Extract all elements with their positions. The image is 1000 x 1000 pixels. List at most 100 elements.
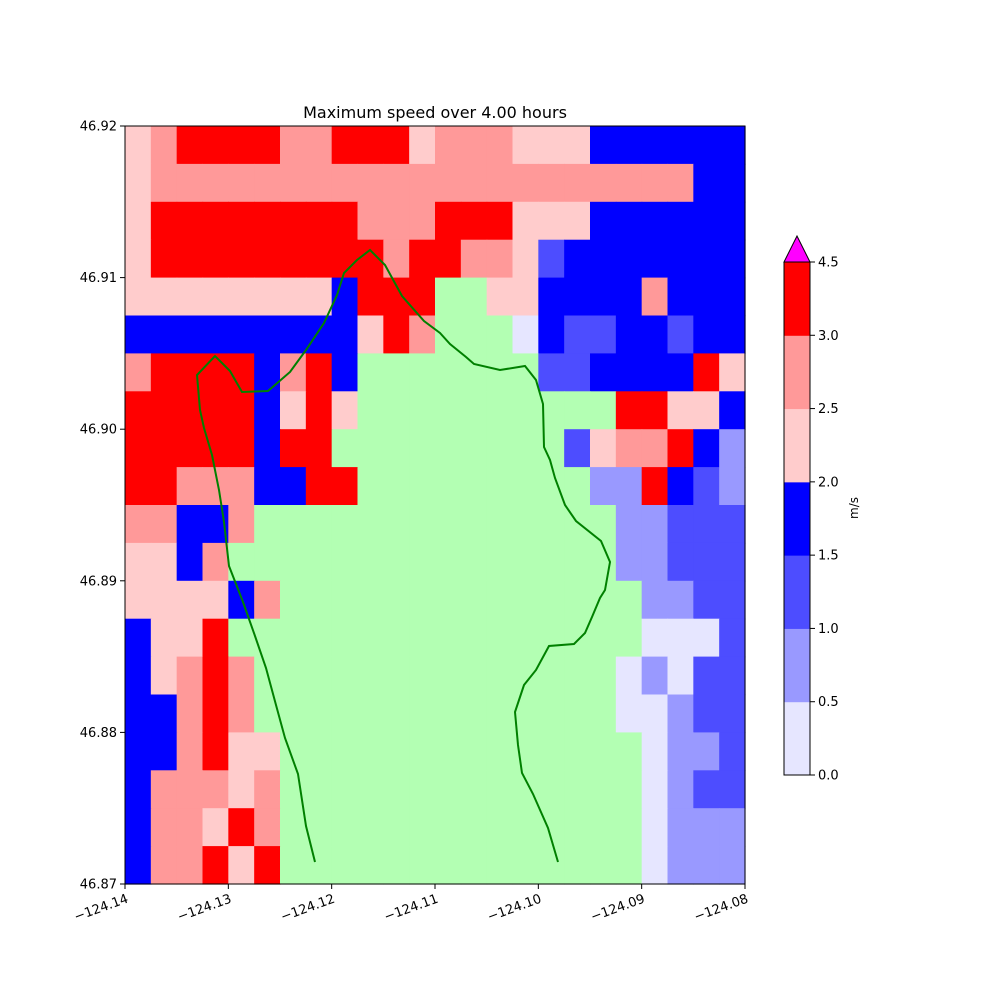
- heatmap-cell: [486, 201, 514, 241]
- heatmap-cell: [460, 656, 488, 696]
- heatmap-cell: [331, 201, 359, 241]
- heatmap-cell: [202, 580, 229, 620]
- heatmap-cell: [564, 277, 591, 317]
- heatmap-cell: [693, 315, 720, 354]
- colorbar-segment: [784, 335, 810, 410]
- heatmap-cell: [667, 505, 694, 544]
- heatmap-cell: [719, 391, 746, 430]
- heatmap-cell: [564, 467, 591, 506]
- heatmap-cell: [564, 353, 591, 392]
- heatmap-cell: [357, 429, 384, 468]
- heatmap-cell: [331, 618, 359, 658]
- heatmap-cell: [667, 694, 694, 733]
- x-tick-label: −124.08: [692, 892, 750, 925]
- heatmap-cell: [228, 239, 255, 279]
- heatmap-cell: [254, 429, 281, 468]
- colorbar-tick-label: 1.0: [818, 622, 839, 637]
- colorbar-segment: [784, 408, 810, 483]
- heatmap-cell: [176, 315, 204, 354]
- heatmap-cell: [357, 201, 384, 241]
- heatmap-cell: [176, 505, 204, 544]
- heatmap-cell: [641, 429, 669, 468]
- heatmap-cell: [486, 429, 514, 468]
- heatmap-cell: [409, 542, 436, 582]
- heatmap-cell: [409, 505, 436, 544]
- heatmap-cell: [512, 391, 539, 430]
- heatmap-cell: [486, 770, 514, 809]
- colorbar-segment: [784, 555, 810, 629]
- heatmap-cell: [590, 277, 617, 317]
- heatmap-cell: [693, 163, 720, 203]
- heatmap-cell: [435, 391, 462, 430]
- heatmap-cell: [590, 770, 617, 809]
- heatmap-cell: [176, 694, 204, 733]
- heatmap-cell: [383, 277, 410, 317]
- heatmap-cell: [125, 429, 152, 468]
- heatmap-cell: [280, 163, 307, 203]
- heatmap-cell: [383, 429, 410, 468]
- heatmap-cell: [460, 846, 488, 885]
- colorbar-tick-label: 2.0: [818, 475, 839, 490]
- heatmap-cell: [228, 770, 255, 809]
- heatmap-cell: [641, 353, 669, 392]
- heatmap-cell: [254, 846, 281, 885]
- heatmap-cell: [590, 542, 617, 582]
- chart-title: Maximum speed over 4.00 hours: [303, 103, 567, 122]
- heatmap-cell: [357, 808, 384, 847]
- heatmap-cell: [590, 505, 617, 544]
- heatmap-cell: [667, 239, 694, 279]
- heatmap-cell: [305, 353, 333, 392]
- heatmap-cell: [202, 201, 229, 241]
- heatmap-cell: [667, 353, 694, 392]
- heatmap-cell: [486, 618, 514, 658]
- heatmap-cell: [125, 770, 152, 809]
- heatmap-cell: [486, 126, 514, 165]
- heatmap-cell: [538, 694, 565, 733]
- heatmap-cell: [435, 201, 462, 241]
- heatmap-cell: [383, 505, 410, 544]
- y-tick-label: 46.90: [80, 423, 117, 438]
- heatmap-cell: [280, 126, 307, 165]
- heatmap-cell: [615, 580, 643, 620]
- heatmap-cell: [280, 732, 307, 771]
- x-tick-label: −124.09: [589, 892, 647, 925]
- heatmap-cell: [150, 808, 178, 847]
- heatmap-cell: [460, 239, 488, 279]
- heatmap-cell: [409, 694, 436, 733]
- heatmap-cell: [615, 126, 643, 165]
- heatmap-cell: [435, 656, 462, 696]
- heatmap-cell: [150, 580, 178, 620]
- heatmap-cell: [150, 732, 178, 771]
- heatmap-cell: [667, 163, 694, 203]
- heatmap-cell: [564, 542, 591, 582]
- heatmap-cell: [460, 808, 488, 847]
- heatmap-cell: [486, 732, 514, 771]
- heatmap-cell: [357, 163, 384, 203]
- heatmap-cell: [357, 353, 384, 392]
- shoreline: [195, 248, 612, 863]
- heatmap-cell: [383, 770, 410, 809]
- heatmap-cell: [615, 694, 643, 733]
- heatmap-cell: [176, 770, 204, 809]
- heatmap-cell: [202, 391, 229, 430]
- heatmap-cell: [125, 467, 152, 506]
- heatmap-cell: [641, 656, 669, 696]
- heatmap-cell: [383, 618, 410, 658]
- heatmap-cell: [460, 429, 488, 468]
- y-tick-label: 46.91: [80, 271, 117, 286]
- heatmap-cell: [512, 580, 539, 620]
- heatmap-cell: [615, 732, 643, 771]
- heatmap-cell: [254, 277, 281, 317]
- heatmap-cell: [693, 846, 720, 885]
- colorbar-label: m/s: [847, 497, 861, 519]
- heatmap-cell: [719, 580, 746, 620]
- heatmap-cell: [176, 239, 204, 279]
- heatmap-cell: [590, 846, 617, 885]
- heatmap-cell: [331, 505, 359, 544]
- heatmap-cell: [435, 353, 462, 392]
- heatmap-cell: [125, 315, 152, 354]
- heatmap-cell: [719, 542, 746, 582]
- heatmap-cell: [280, 618, 307, 658]
- heatmap-cell: [228, 429, 255, 468]
